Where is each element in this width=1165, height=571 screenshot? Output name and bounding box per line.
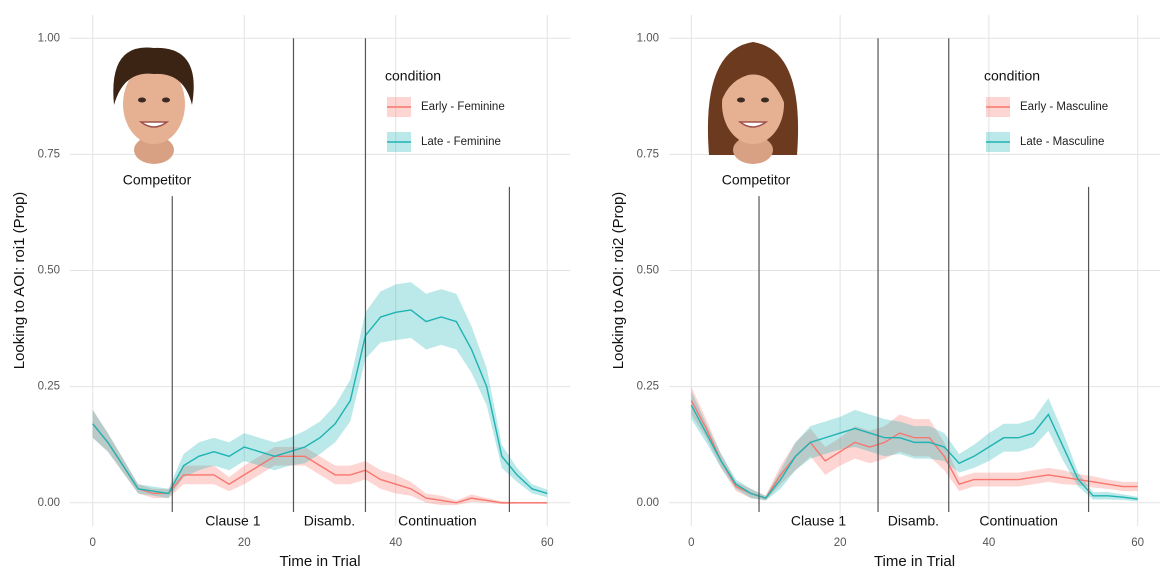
x-tick-label: 40 <box>389 537 402 549</box>
y-tick-label: 0.75 <box>637 148 659 160</box>
face-eye <box>761 98 769 103</box>
figure: 0.00 0.25 0.50 0.75 1.00 0 20 40 60 Time in Trial… <box>0 0 1165 571</box>
image-caption: Competitor <box>123 172 192 188</box>
region-label: Disamb. <box>304 513 355 529</box>
y-tick-label: 0.50 <box>38 265 60 277</box>
image-caption: Competitor <box>722 172 791 188</box>
panel: 0.00 0.25 0.50 0.75 1.00 0 20 40 60 Time in Trial… <box>610 15 1160 570</box>
region-label: Disamb. <box>888 513 939 529</box>
legend-label: Late - Masculine <box>1020 136 1104 148</box>
x-tick-label: 60 <box>1131 537 1144 549</box>
x-axis-title: Time in Trial <box>279 553 360 570</box>
region-label: Clause 1 <box>205 513 260 529</box>
region-label: Continuation <box>398 513 477 529</box>
confidence-band <box>691 391 1137 501</box>
legend-label: Late - Feminine <box>421 136 501 148</box>
x-tick-label: 40 <box>982 537 995 549</box>
panel: 0.00 0.25 0.50 0.75 1.00 0 20 40 60 Time in Trial… <box>11 15 570 570</box>
legend-label: Early - Masculine <box>1020 101 1108 113</box>
legend-title: condition <box>984 68 1040 84</box>
y-axis-title: Looking to AOI: roi1 (Prop) <box>11 192 28 370</box>
legend-title: condition <box>385 68 441 84</box>
y-axis-title: Looking to AOI: roi2 (Prop) <box>610 192 627 370</box>
y-tick-label: 0.50 <box>637 265 659 277</box>
face-image <box>113 47 193 164</box>
y-tick-label: 0.25 <box>38 381 60 393</box>
y-tick-label: 0.25 <box>637 381 659 393</box>
x-tick-label: 20 <box>834 537 847 549</box>
face-eye <box>162 98 170 103</box>
region-label: Continuation <box>979 513 1058 529</box>
legend-label: Early - Feminine <box>421 101 505 113</box>
face-eye <box>737 98 745 103</box>
x-axis-title: Time in Trial <box>874 553 955 570</box>
face-image <box>708 42 798 164</box>
y-tick-label: 0.75 <box>38 148 60 160</box>
y-tick-label: 0.00 <box>38 497 60 509</box>
y-tick-label: 0.00 <box>637 497 659 509</box>
y-tick-label: 1.00 <box>637 32 659 44</box>
x-tick-label: 60 <box>541 537 554 549</box>
face-eye <box>138 98 146 103</box>
x-tick-label: 0 <box>688 537 694 549</box>
x-tick-label: 0 <box>90 537 96 549</box>
y-tick-label: 1.00 <box>38 32 60 44</box>
region-label: Clause 1 <box>791 513 846 529</box>
x-tick-label: 20 <box>238 537 251 549</box>
